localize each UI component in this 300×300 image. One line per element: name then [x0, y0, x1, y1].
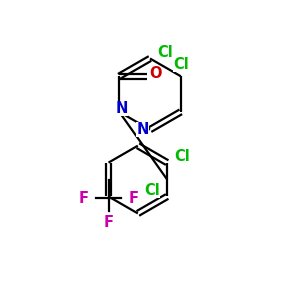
Text: Cl: Cl	[157, 44, 172, 59]
Text: O: O	[149, 66, 161, 81]
Text: Cl: Cl	[144, 183, 160, 198]
Text: Cl: Cl	[173, 57, 189, 72]
Text: N: N	[116, 101, 128, 116]
Text: Cl: Cl	[175, 149, 190, 164]
Text: N: N	[136, 122, 149, 137]
Text: F: F	[129, 191, 139, 206]
Text: F: F	[103, 215, 113, 230]
Text: F: F	[78, 191, 88, 206]
